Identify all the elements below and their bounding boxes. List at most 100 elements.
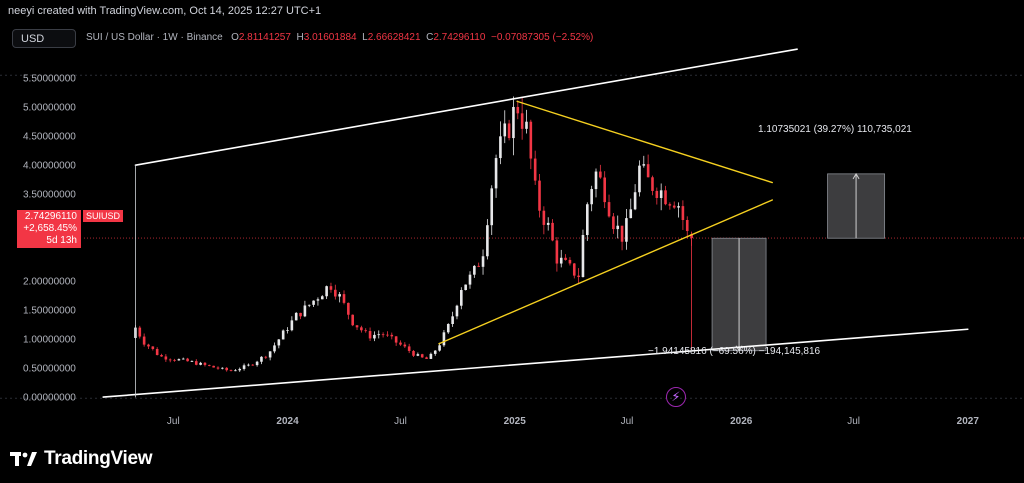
candle-body xyxy=(442,332,446,346)
candle-body xyxy=(538,180,541,211)
candle-body xyxy=(546,222,550,225)
candle-body xyxy=(342,294,346,303)
candle-body xyxy=(312,300,315,305)
candle-body xyxy=(525,121,528,129)
candle-body xyxy=(468,274,472,285)
candle-body xyxy=(685,219,689,232)
triangle-upper-line xyxy=(516,100,773,184)
candle-body xyxy=(625,218,628,242)
candle-body xyxy=(138,327,142,337)
candle-body xyxy=(412,350,415,356)
legend-symbol[interactable]: SUI / US Dollar · 1W · Binance xyxy=(86,32,223,43)
candle-body xyxy=(351,314,354,326)
tradingview-logo[interactable]: TradingView xyxy=(10,448,153,470)
drawings[interactable] xyxy=(102,48,969,398)
candle-body xyxy=(416,354,420,356)
candle-body xyxy=(633,192,637,210)
channel-upper-line xyxy=(134,48,798,166)
candle-body xyxy=(407,346,411,351)
x-tick-label: Jul xyxy=(847,416,860,427)
candle-body xyxy=(216,367,220,369)
candle-body xyxy=(212,365,215,368)
candle-body xyxy=(147,344,150,347)
candle-body xyxy=(208,364,211,366)
y-tick-label: 5.00000000 xyxy=(23,103,76,114)
candle-body xyxy=(494,158,498,189)
y-tick-label: 1.50000000 xyxy=(23,306,76,317)
candle-body xyxy=(251,364,255,366)
legend-high: 3.01601884 xyxy=(303,32,357,43)
candle-body xyxy=(490,188,494,226)
x-tick-label: Jul xyxy=(394,416,407,427)
y-tick-label: 5.50000000 xyxy=(23,74,76,85)
candle-body xyxy=(425,357,428,359)
candle-body xyxy=(225,367,228,371)
candle-body xyxy=(668,204,672,206)
candle-body xyxy=(681,206,685,220)
bar-countdown: 5d 13h xyxy=(46,235,77,246)
time-axis[interactable]: Jul 2024 Jul 2025 Jul 2026 Jul 2027 xyxy=(167,416,979,427)
candle-body xyxy=(629,209,633,219)
candle-body xyxy=(651,177,654,191)
total-change-pct: +2,658.45% xyxy=(23,223,77,234)
candle-body xyxy=(512,106,515,139)
currency-button[interactable]: USD xyxy=(12,29,76,48)
candle-body xyxy=(451,316,454,324)
candle-body xyxy=(394,336,398,343)
candle-body xyxy=(620,225,624,242)
legend-change: −0.07087305 (−2.52%) xyxy=(491,32,594,43)
candle-body xyxy=(690,234,693,239)
candle-body xyxy=(568,259,572,264)
y-tick-label: 0.50000000 xyxy=(23,364,76,375)
legend-high-label: H xyxy=(296,32,304,43)
candle-body xyxy=(486,225,489,257)
candle-body xyxy=(247,364,250,366)
tradingview-wordmark: TradingView xyxy=(44,448,153,469)
candle-body xyxy=(638,165,641,193)
candle-body xyxy=(355,325,359,328)
candle-body xyxy=(164,356,168,360)
legend-close: 2.74296110 xyxy=(433,32,486,43)
legend-close-label: C xyxy=(426,32,434,43)
candle-body xyxy=(581,235,585,278)
x-tick-label: Jul xyxy=(167,416,180,427)
candle-body xyxy=(455,305,459,317)
candle-body xyxy=(555,240,559,264)
x-tick-label: 2027 xyxy=(957,416,980,427)
candle-body xyxy=(607,202,611,217)
candle-body xyxy=(264,356,268,358)
candle-body xyxy=(577,275,580,278)
candle-body xyxy=(221,367,224,369)
x-tick-label: Jul xyxy=(621,416,634,427)
legend-open: 2.81141257 xyxy=(238,32,291,43)
candle-body xyxy=(329,286,333,290)
candle-body xyxy=(186,358,189,362)
candle-body xyxy=(386,334,389,336)
candle-body xyxy=(594,171,598,190)
candle-body xyxy=(368,331,372,339)
candle-body xyxy=(268,351,272,358)
last-price: 2.74296110 xyxy=(24,211,77,222)
candle-body xyxy=(177,359,181,361)
candle-body xyxy=(260,356,263,362)
candle-body xyxy=(242,365,246,369)
y-tick-label: 1.00000000 xyxy=(23,335,76,346)
tradingview-logo-icon xyxy=(10,452,37,466)
candle-body xyxy=(559,257,563,264)
candle-body xyxy=(194,361,198,365)
candle-body xyxy=(460,290,463,306)
legend-open-label: O xyxy=(231,32,239,43)
candle-body xyxy=(316,299,320,301)
candle-body xyxy=(446,323,450,333)
candle-body xyxy=(151,346,155,349)
candle-body xyxy=(325,286,328,297)
chart-credit: neeyi created with TradingView.com, Oct … xyxy=(8,5,322,17)
candle-body xyxy=(360,327,363,331)
candle-body xyxy=(507,123,511,139)
y-tick-label: 4.50000000 xyxy=(23,132,76,143)
candle-body xyxy=(347,302,350,315)
y-tick-label: 3.50000000 xyxy=(23,190,76,201)
lightning-icon[interactable]: ⚡ xyxy=(666,387,686,407)
candle-body xyxy=(299,312,302,317)
